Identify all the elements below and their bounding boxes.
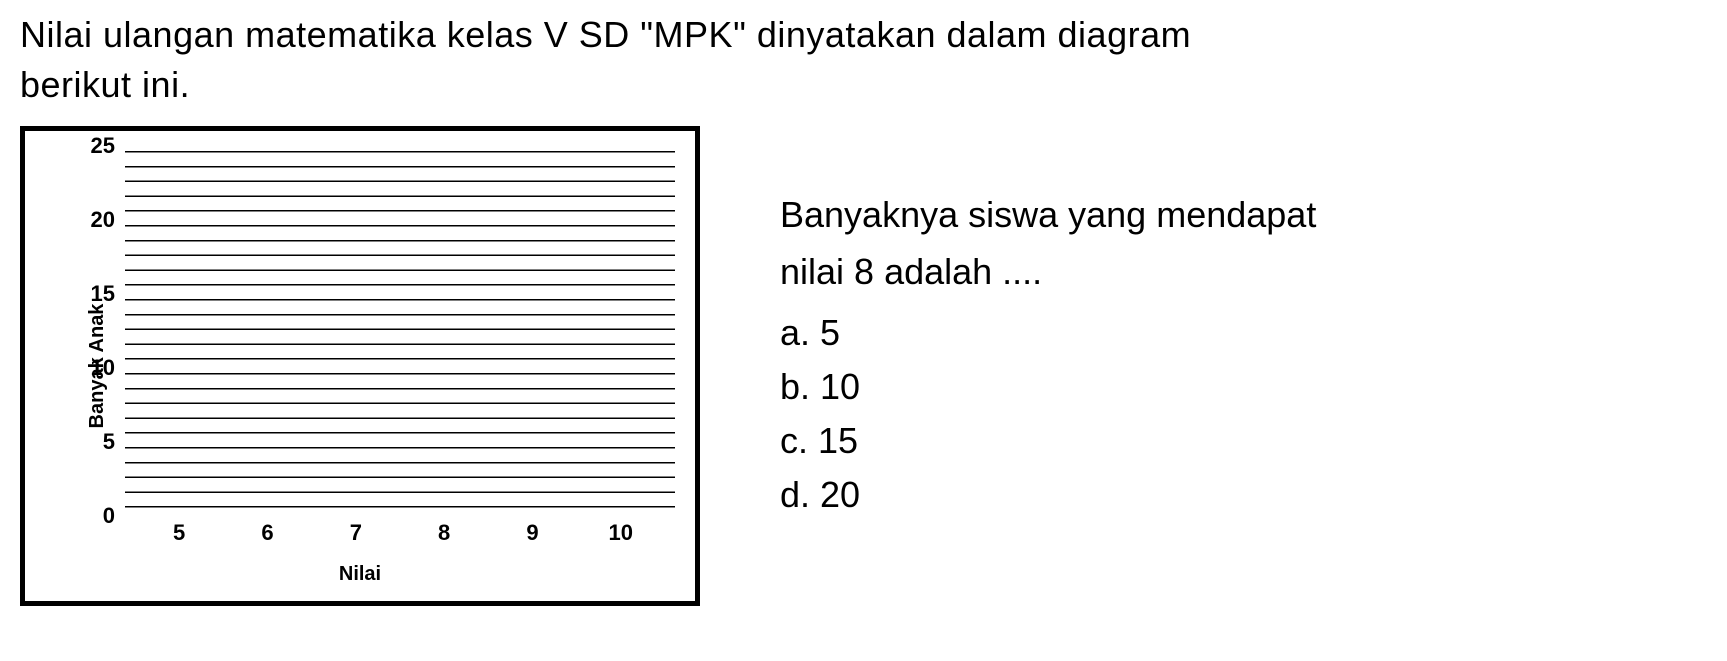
y-axis-labels: 25 20 15 10 5 0 bbox=[75, 146, 120, 516]
x-axis-labels: 5 6 7 8 9 10 bbox=[125, 520, 675, 546]
bar-chart: Banyak Anak 25 20 15 10 5 0 5678910 Nila… bbox=[20, 126, 700, 606]
x-tick-6: 6 bbox=[247, 520, 287, 546]
sub-question-line2: nilai 8 adalah .... bbox=[780, 243, 1707, 301]
option-a: a. 5 bbox=[780, 306, 1707, 360]
option-b: b. 10 bbox=[780, 360, 1707, 414]
option-d: d. 20 bbox=[780, 468, 1707, 522]
y-tick-0: 0 bbox=[103, 503, 115, 529]
question-line2: berikut ini. bbox=[20, 64, 190, 105]
bars-container bbox=[125, 151, 675, 511]
x-axis-title: Nilai bbox=[339, 563, 381, 586]
question-line1: Nilai ulangan matematika kelas V SD "MPK… bbox=[20, 14, 1191, 55]
x-tick-7: 7 bbox=[336, 520, 376, 546]
y-tick-25: 25 bbox=[91, 133, 115, 159]
y-tick-20: 20 bbox=[91, 207, 115, 233]
sub-question-line1: Banyaknya siswa yang mendapat bbox=[780, 186, 1707, 244]
x-tick-9: 9 bbox=[512, 520, 552, 546]
y-tick-10: 10 bbox=[91, 355, 115, 381]
sub-question-block: Banyaknya siswa yang mendapat nilai 8 ad… bbox=[780, 126, 1707, 522]
question-prompt: Nilai ulangan matematika kelas V SD "MPK… bbox=[20, 10, 1707, 111]
x-tick-8: 8 bbox=[424, 520, 464, 546]
x-tick-5: 5 bbox=[159, 520, 199, 546]
chart-plot-area bbox=[125, 151, 675, 511]
y-tick-15: 15 bbox=[91, 281, 115, 307]
y-tick-5: 5 bbox=[103, 429, 115, 455]
answer-options: a. 5 b. 10 c. 15 d. 20 bbox=[780, 306, 1707, 522]
x-tick-10: 10 bbox=[601, 520, 641, 546]
content-row: Banyak Anak 25 20 15 10 5 0 5678910 Nila… bbox=[20, 126, 1707, 606]
option-c: c. 15 bbox=[780, 414, 1707, 468]
